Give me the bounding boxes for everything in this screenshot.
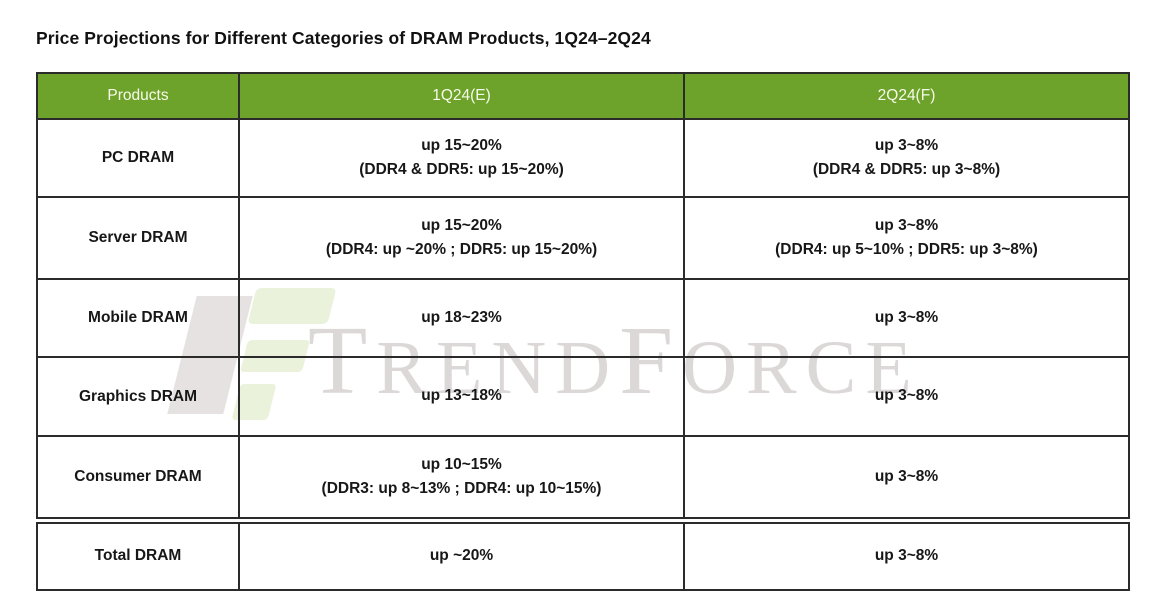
product-label: PC DRAM bbox=[36, 118, 240, 198]
table-row-graphics-dram: Graphics DRAM up 13~18% up 3~8% bbox=[36, 356, 1130, 437]
table-row-total-dram: Total DRAM up ~20% up 3~8% bbox=[36, 516, 1130, 591]
price-change-main: up 15~20% bbox=[421, 216, 502, 234]
price-change-main: up 3~8% bbox=[874, 136, 939, 154]
q1-value-cell: up 18~23% bbox=[238, 278, 685, 358]
q2-value-cell: up 3~8% (DDR4 & DDR5: up 3~8%) bbox=[683, 118, 1130, 198]
column-header-2q24: 2Q24(F) bbox=[683, 72, 1130, 120]
price-change-detail: (DDR4 & DDR5: up 15~20%) bbox=[359, 161, 564, 178]
column-header-products: Products bbox=[36, 72, 240, 120]
price-change-main: up ~20% bbox=[429, 547, 494, 565]
price-change-main: up 10~15% bbox=[421, 455, 502, 473]
q1-value-cell: up 15~20% (DDR4: up ~20% ; DDR5: up 15~2… bbox=[238, 196, 685, 280]
price-change-main: up 3~8% bbox=[874, 387, 939, 405]
q1-value-cell: up 15~20% (DDR4 & DDR5: up 15~20%) bbox=[238, 118, 685, 198]
price-change-detail: (DDR4: up 5~10% ; DDR5: up 3~8%) bbox=[775, 241, 1038, 258]
product-label: Server DRAM bbox=[36, 196, 240, 280]
price-change-detail: (DDR4 & DDR5: up 3~8%) bbox=[812, 161, 1001, 178]
table-row-pc-dram: PC DRAM up 15~20% (DDR4 & DDR5: up 15~20… bbox=[36, 118, 1130, 198]
price-change-main: up 3~8% bbox=[874, 216, 939, 234]
table-header-row: Products 1Q24(E) 2Q24(F) bbox=[36, 72, 1130, 120]
price-change-main: up 3~8% bbox=[874, 467, 939, 485]
price-change-detail: (DDR3: up 8~13% ; DDR4: up 10~15%) bbox=[321, 479, 602, 497]
q2-value-cell: up 3~8% (DDR4: up 5~10% ; DDR5: up 3~8%) bbox=[683, 196, 1130, 280]
price-change-main: up 13~18% bbox=[421, 387, 502, 405]
q2-value-cell: up 3~8% bbox=[683, 435, 1130, 521]
price-change-main: up 15~20% bbox=[421, 136, 502, 154]
q1-value-cell: up 13~18% bbox=[238, 356, 685, 437]
q1-value-cell: up ~20% bbox=[238, 516, 685, 591]
q2-value-cell: up 3~8% bbox=[683, 516, 1130, 591]
q1-value-cell: up 10~15% (DDR3: up 8~13% ; DDR4: up 10~… bbox=[238, 435, 685, 521]
price-change-main: up 3~8% bbox=[874, 547, 939, 565]
page-title: Price Projections for Different Categori… bbox=[36, 28, 651, 48]
column-header-1q24: 1Q24(E) bbox=[238, 72, 685, 120]
table-row-consumer-dram: Consumer DRAM up 10~15% (DDR3: up 8~13% … bbox=[36, 435, 1130, 521]
price-change-main: up 3~8% bbox=[874, 308, 939, 326]
table-row-server-dram: Server DRAM up 15~20% (DDR4: up ~20% ; D… bbox=[36, 196, 1130, 280]
price-change-detail: (DDR4: up ~20% ; DDR5: up 15~20%) bbox=[325, 241, 598, 258]
q2-value-cell: up 3~8% bbox=[683, 356, 1130, 437]
price-change-main: up 18~23% bbox=[421, 308, 502, 326]
product-label: Consumer DRAM bbox=[36, 435, 240, 521]
product-label: Graphics DRAM bbox=[36, 356, 240, 437]
q2-value-cell: up 3~8% bbox=[683, 278, 1130, 358]
product-label: Mobile DRAM bbox=[36, 278, 240, 358]
dram-price-table: Products 1Q24(E) 2Q24(F) PC DRAM up 15~2… bbox=[36, 72, 1130, 591]
product-label: Total DRAM bbox=[36, 516, 240, 591]
table-row-mobile-dram: Mobile DRAM up 18~23% up 3~8% bbox=[36, 278, 1130, 358]
